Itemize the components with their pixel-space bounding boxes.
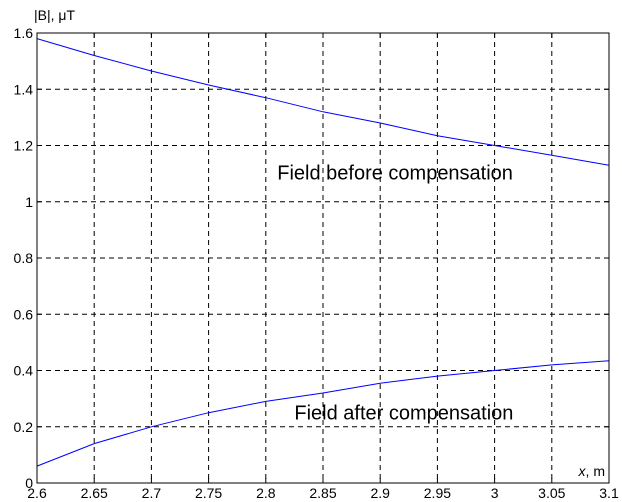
series-line-1 — [36, 38, 610, 166]
x-tick-label: 2.65 — [81, 485, 108, 501]
series-group — [36, 38, 610, 467]
y-tick-label: 0.4 — [14, 363, 34, 379]
x-tick-label: 2.75 — [195, 485, 222, 501]
x-tick-label: 3.1 — [599, 485, 619, 501]
y-tick-label: 0.2 — [14, 419, 34, 435]
y-tick-label: 1.4 — [14, 81, 34, 97]
y-axis-label: |B|, μT — [34, 7, 75, 23]
x-tick-label: 2.8 — [256, 485, 276, 501]
annotation-label: Field after compensation — [294, 403, 513, 425]
series-line-2 — [36, 360, 610, 467]
y-tick-label: 1 — [25, 194, 33, 210]
y-tick-label: 0.8 — [14, 250, 34, 266]
x-tick-label: 2.6 — [27, 485, 47, 501]
x-axis-label: x, m — [578, 463, 605, 479]
y-tick-label: 1.6 — [14, 25, 34, 41]
annotation-label: Field before compensation — [277, 162, 513, 184]
grid — [37, 33, 609, 483]
x-axis-unit: , m — [586, 463, 605, 479]
x-axis-variable: x — [578, 463, 587, 479]
x-tick-label: 3 — [491, 485, 499, 501]
x-tick-label: 2.95 — [424, 485, 451, 501]
x-tick-label: 3.05 — [538, 485, 565, 501]
ticks-group: 2.6 2.65 2.7 2.75 2.8 2.85 2.9 2.95 3 3.05 3.1 0 0.2… — [14, 25, 619, 501]
y-tick-label: 1.2 — [14, 138, 34, 154]
y-tick-label: 0.6 — [14, 306, 34, 322]
x-tick-label: 2.7 — [142, 485, 162, 501]
x-tick-label: 2.9 — [370, 485, 390, 501]
annotations-group: Field before compensation Field after com… — [277, 162, 513, 424]
y-tick-label: 0 — [25, 475, 33, 491]
x-tick-label: 2.85 — [309, 485, 336, 501]
